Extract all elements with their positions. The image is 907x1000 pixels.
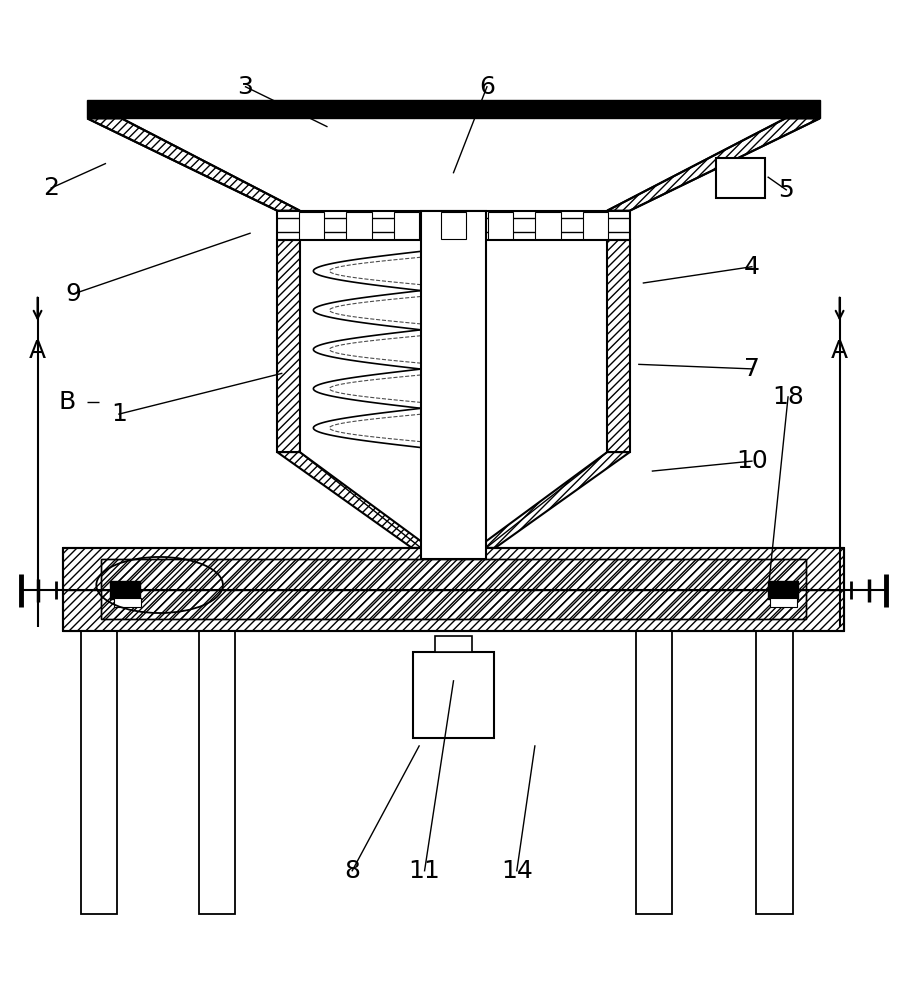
- Bar: [535, 212, 561, 239]
- Text: 14: 14: [501, 859, 532, 883]
- Bar: [716, 158, 766, 198]
- Bar: [63, 548, 844, 631]
- Bar: [101, 559, 806, 619]
- Text: 10: 10: [736, 449, 767, 473]
- Bar: [81, 631, 117, 914]
- Bar: [636, 631, 672, 914]
- Bar: [770, 598, 797, 607]
- Bar: [346, 212, 372, 239]
- Bar: [756, 631, 793, 914]
- Bar: [413, 652, 494, 738]
- Text: 5: 5: [778, 178, 795, 202]
- Bar: [110, 581, 140, 599]
- Bar: [87, 100, 820, 118]
- Bar: [435, 636, 472, 652]
- Bar: [199, 631, 235, 914]
- Bar: [299, 212, 325, 239]
- Text: 7: 7: [744, 357, 760, 381]
- Bar: [582, 212, 608, 239]
- Bar: [114, 598, 141, 607]
- Text: B: B: [59, 390, 76, 414]
- Text: 3: 3: [238, 75, 253, 99]
- Text: 6: 6: [479, 75, 495, 99]
- Text: 1: 1: [111, 402, 127, 426]
- Bar: [441, 212, 466, 239]
- Text: 11: 11: [409, 859, 441, 883]
- Text: A: A: [29, 339, 46, 363]
- Bar: [421, 211, 486, 559]
- Bar: [394, 212, 419, 239]
- Text: 18: 18: [772, 385, 804, 409]
- Text: 4: 4: [744, 255, 760, 279]
- Text: 2: 2: [44, 176, 59, 200]
- Bar: [607, 240, 629, 452]
- Text: 8: 8: [345, 859, 360, 883]
- Bar: [488, 212, 513, 239]
- Text: A: A: [831, 339, 848, 363]
- Bar: [278, 240, 300, 452]
- Bar: [768, 581, 798, 599]
- Text: 9: 9: [66, 282, 82, 306]
